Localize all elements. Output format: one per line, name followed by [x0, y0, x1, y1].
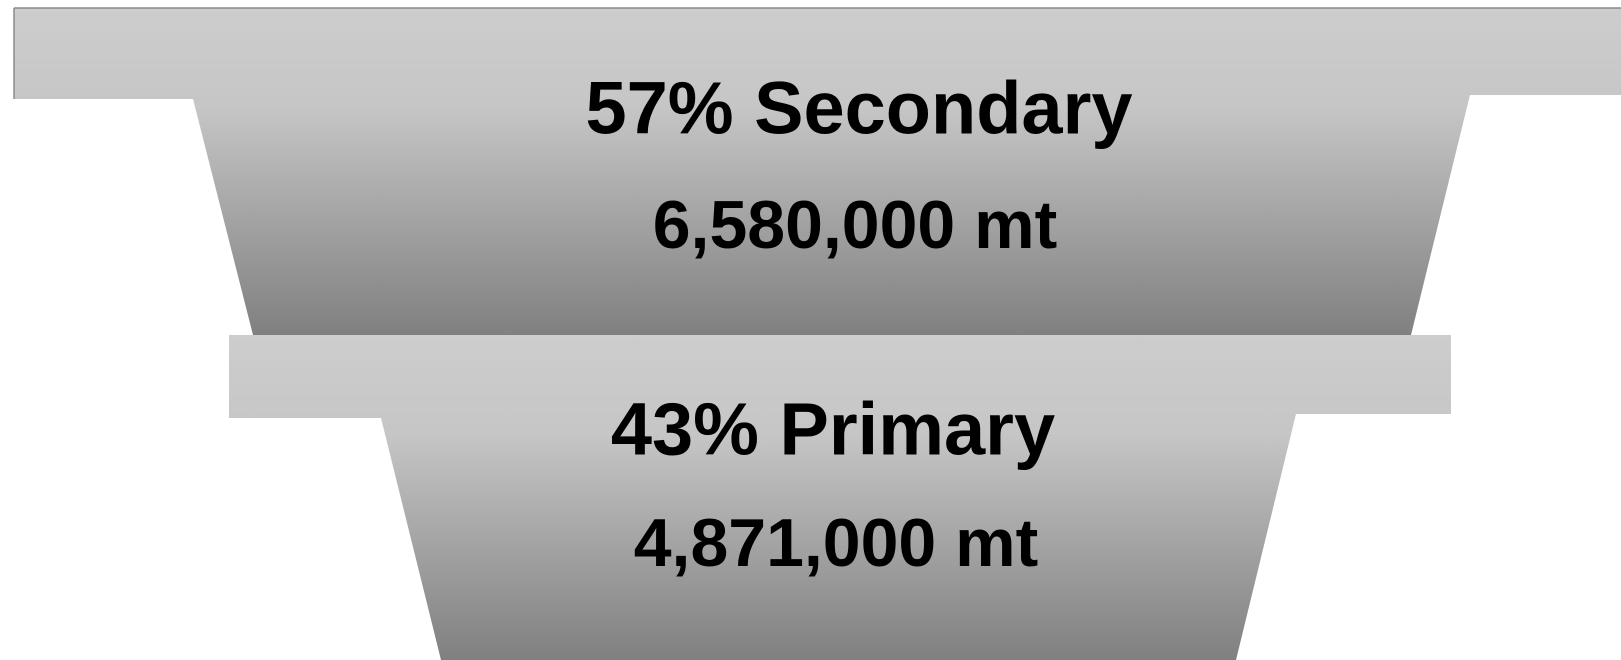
segment-title: 57% Secondary: [585, 67, 1132, 150]
segment-title: 43% Primary: [611, 388, 1055, 471]
segment-amount: 6,580,000 mt: [653, 187, 1058, 263]
segment-amount: 4,871,000 mt: [634, 505, 1039, 581]
segment-shape: [229, 335, 1451, 660]
segment-shape: [14, 8, 1621, 335]
